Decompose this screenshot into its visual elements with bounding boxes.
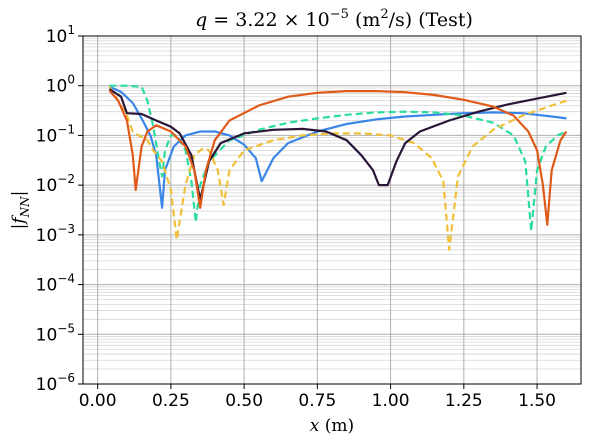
y-tick-label: 100 <box>46 73 75 97</box>
y-tick-label: 10−6 <box>36 371 75 395</box>
x-axis-label-var: x <box>310 416 320 436</box>
x-tick-label: 1.25 <box>445 391 483 411</box>
series-group <box>108 84 568 251</box>
title-exp: −5 <box>330 7 349 22</box>
y-tick-label: 101 <box>46 23 75 47</box>
x-tick-label: 0.75 <box>298 391 336 411</box>
y-tick-label: 10−4 <box>36 272 75 296</box>
x-axis-label: x (m) <box>310 416 354 436</box>
y-axis-label: |fNN| <box>9 191 32 230</box>
title-unit-sup: 2 <box>380 7 388 22</box>
x-tick-label: 1.50 <box>518 391 556 411</box>
y-tick-label: 10−3 <box>36 222 75 246</box>
y-tick-label: 10−1 <box>36 122 75 146</box>
y-tick-label: 10−2 <box>36 172 75 196</box>
x-tick-label: 0.50 <box>225 391 263 411</box>
y-axis-label-sub: NN <box>18 196 32 219</box>
title-q: q <box>195 9 207 31</box>
x-tick-label: 0.00 <box>79 391 117 411</box>
title-unit-close: /s) (Test) <box>389 9 473 31</box>
x-tick-label: 1.00 <box>372 391 410 411</box>
ticks: 0.00 0.25 0.50 0.75 1.00 1.25 1.50 101 100 10−1 10… <box>36 23 556 411</box>
y-tick-label: 10−5 <box>36 321 75 345</box>
series-line-4 <box>108 88 567 202</box>
series-line-5 <box>108 89 568 226</box>
x-axis-label-unit: (m) <box>319 416 354 436</box>
y-axis-label-f: f <box>9 215 29 226</box>
series-line-3 <box>108 86 567 251</box>
series-line-2 <box>109 84 567 232</box>
title-eq: = 3.22 × 10 <box>207 9 329 31</box>
title-unit-open: (m <box>349 9 380 31</box>
chart-title: q = 3.22 × 10−5 (m2/s) (Test) <box>195 7 473 31</box>
plot-frame <box>82 35 582 385</box>
grid <box>83 35 581 385</box>
x-tick-label: 0.25 <box>152 391 190 411</box>
